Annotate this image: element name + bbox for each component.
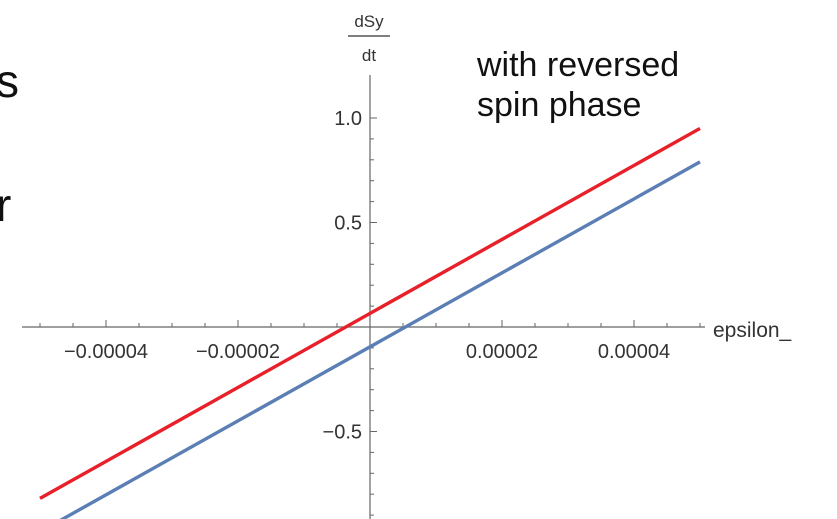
y-axis-label-numerator: dSy xyxy=(354,12,384,31)
y-axis-label-denominator: dt xyxy=(362,46,376,65)
x-tick-label: −0.00004 xyxy=(64,341,148,363)
x-tick-label: 0.00004 xyxy=(598,341,670,363)
slide-text-fragment-top: s xyxy=(0,55,19,107)
y-tick-label: −0.5 xyxy=(323,422,362,444)
y-tick-label: 0.5 xyxy=(334,213,362,235)
annotation-line-1: with reversed xyxy=(477,46,680,84)
series-line-2 xyxy=(59,160,701,519)
series-line-1 xyxy=(39,126,701,500)
chart-annotation: with reversed spin phase xyxy=(477,45,679,125)
axes-group xyxy=(22,75,705,519)
annotation-line-2: spin phase xyxy=(477,86,642,125)
series-layer xyxy=(39,126,701,519)
x-tick-label: 0.00002 xyxy=(466,341,538,363)
slide-text-fragment-middle: r xyxy=(0,179,12,231)
tick-labels-group: −0.00004 −0.00002 0.00002 0.00004 1.0 0.5 −0.5 xyxy=(64,108,670,444)
x-axis-label: epsilon_ xyxy=(713,319,792,342)
y-tick-label: 1.0 xyxy=(334,108,362,130)
x-tick-label: −0.00002 xyxy=(196,341,280,363)
